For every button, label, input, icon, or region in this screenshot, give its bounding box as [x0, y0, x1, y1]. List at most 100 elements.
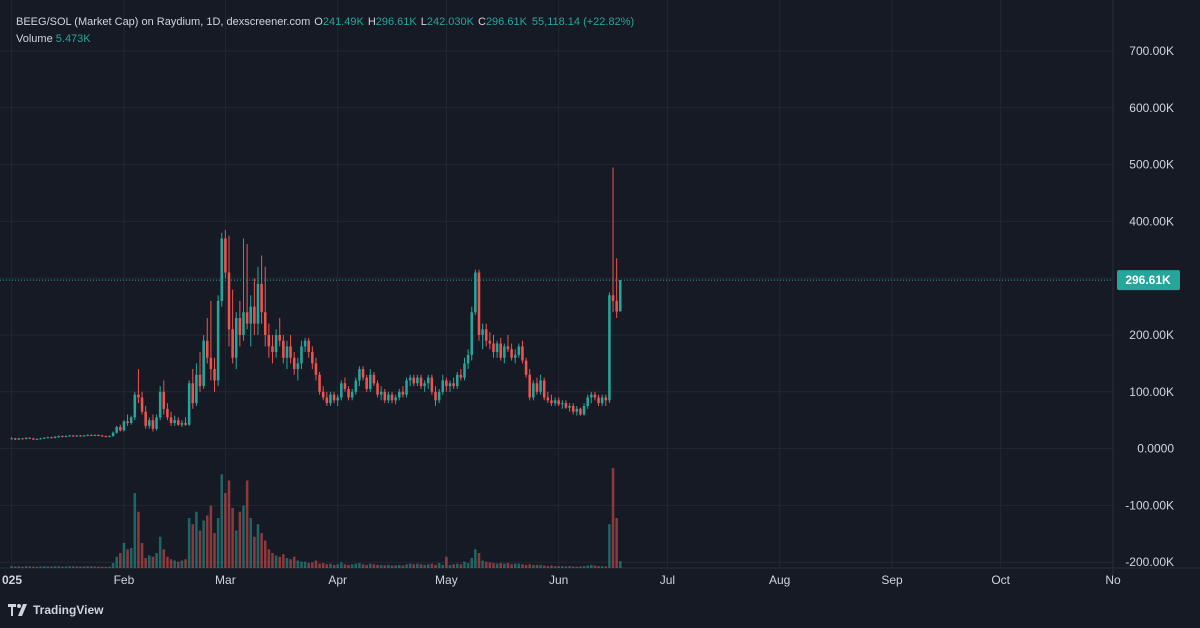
- candle-body: [184, 423, 187, 425]
- candle-body: [278, 335, 281, 341]
- candle-body: [336, 397, 339, 401]
- price-axis[interactable]: 700.00K600.00K500.00K400.00K300.00K200.0…: [1117, 44, 1180, 569]
- volume-bar: [307, 563, 310, 568]
- volume-bar: [484, 561, 488, 568]
- volume-bar: [256, 524, 260, 568]
- candle-body: [582, 406, 586, 415]
- candle-body: [452, 383, 455, 387]
- volume-bar: [430, 563, 434, 568]
- candle-body: [343, 383, 347, 389]
- candle-body: [93, 434, 97, 436]
- volume-bar: [372, 564, 376, 568]
- candle-body: [256, 283, 260, 324]
- time-axis[interactable]: 025 Feb Mar Apr May Jun Jul Aug Sep Oct No: [2, 573, 1121, 587]
- price-tick-label: -200.00K: [1125, 555, 1174, 569]
- volume-bar: [495, 563, 499, 568]
- volume-bar: [528, 564, 531, 568]
- volume-bar: [426, 564, 430, 568]
- candle-body: [495, 343, 499, 353]
- candle-body: [79, 435, 82, 437]
- candle-body: [513, 354, 517, 358]
- time-tick-label: Aug: [769, 573, 790, 587]
- candle-body: [173, 420, 176, 424]
- volume-bar: [42, 566, 46, 568]
- candle-body: [445, 380, 448, 387]
- candle-body: [408, 377, 412, 381]
- candle-body: [329, 394, 332, 404]
- candle-body: [600, 397, 604, 404]
- candle-body: [524, 360, 528, 375]
- candle-body: [137, 394, 140, 398]
- close-key: C: [477, 16, 486, 28]
- candle-body: [604, 397, 608, 401]
- volume-bar: [513, 563, 517, 568]
- volume-key: Volume: [16, 33, 53, 45]
- volume-bar: [202, 520, 205, 568]
- price-tick-label: 400.00K: [1129, 214, 1174, 228]
- volume-bar: [115, 556, 118, 568]
- volume-bar: [173, 560, 176, 568]
- volume-bar: [358, 563, 361, 568]
- candle-body: [307, 340, 310, 353]
- volume-bar: [398, 564, 401, 568]
- volume-bar: [216, 518, 220, 568]
- candle-body: [448, 383, 452, 387]
- volume-bar: [557, 566, 560, 568]
- volume-legend: Volume 5.473K: [16, 31, 634, 48]
- candle-body: [195, 374, 198, 404]
- volume-bar: [32, 566, 35, 568]
- candle-body: [158, 391, 162, 418]
- volume-bar: [488, 562, 492, 568]
- candle-body: [245, 312, 249, 324]
- close-value: 296.61K: [485, 16, 527, 28]
- candle-body: [108, 436, 111, 438]
- volume-bar: [354, 563, 358, 568]
- volume-bar: [575, 566, 579, 568]
- low-value: 242.030K: [426, 16, 474, 28]
- candle-body: [390, 394, 394, 401]
- time-tick-label: May: [435, 573, 458, 587]
- volume-bar: [10, 566, 13, 568]
- candle-body: [35, 438, 39, 440]
- candle-body: [133, 394, 137, 418]
- candle-body: [484, 329, 488, 341]
- volume-bar: [517, 563, 521, 568]
- volume-bar: [253, 536, 256, 568]
- candle-body: [423, 383, 426, 387]
- volume-bar: [148, 555, 151, 568]
- candle-body: [568, 406, 571, 408]
- candle-body: [416, 377, 419, 384]
- volume-bar: [267, 549, 271, 568]
- price-tick-label: 0.0000: [1137, 442, 1174, 456]
- volume-bar: [129, 548, 133, 568]
- volume-bar: [343, 564, 347, 568]
- candle-body: [394, 397, 397, 401]
- volume-bars: [10, 468, 622, 568]
- candle-body: [227, 272, 231, 330]
- volume-bar: [213, 533, 216, 568]
- volume-bar: [97, 566, 100, 568]
- volume-bar: [445, 556, 448, 568]
- candle-body: [321, 391, 325, 398]
- candle-body: [71, 435, 75, 437]
- candle-body: [191, 383, 195, 404]
- candle-body: [441, 380, 445, 392]
- candle-body: [53, 436, 57, 438]
- volume-bar: [303, 561, 307, 568]
- volume-bar: [17, 566, 21, 568]
- volume-bar: [325, 564, 329, 568]
- candle-body: [455, 374, 459, 387]
- volume-bar: [401, 565, 405, 568]
- volume-bar: [100, 566, 104, 568]
- volume-bar: [611, 468, 615, 568]
- volume-bar: [296, 560, 300, 568]
- tradingview-logo[interactable]: TradingView: [8, 603, 103, 617]
- time-tick-label: Jul: [660, 573, 675, 587]
- volume-bar: [590, 564, 593, 568]
- volume-bar: [271, 553, 274, 568]
- chart-legend: BEEG/SOL (Market Cap) on Raydium, 1D, de…: [16, 14, 634, 48]
- volume-bar: [452, 564, 455, 568]
- volume-bar: [187, 518, 191, 568]
- candle-body: [140, 397, 144, 412]
